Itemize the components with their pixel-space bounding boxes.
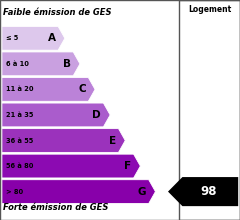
Bar xyxy=(179,0,240,220)
Text: G: G xyxy=(138,187,146,197)
Text: C: C xyxy=(78,84,86,94)
Polygon shape xyxy=(2,77,95,101)
Text: Logement: Logement xyxy=(188,6,231,15)
Text: A: A xyxy=(48,33,56,43)
Polygon shape xyxy=(2,180,156,204)
Text: 21 à 35: 21 à 35 xyxy=(6,112,33,118)
Text: ≤ 5: ≤ 5 xyxy=(6,35,18,41)
Text: B: B xyxy=(63,59,71,69)
Text: > 80: > 80 xyxy=(6,189,23,195)
Text: 36 à 55: 36 à 55 xyxy=(6,138,33,143)
Polygon shape xyxy=(2,52,80,76)
Polygon shape xyxy=(168,177,238,206)
Polygon shape xyxy=(2,154,140,178)
Polygon shape xyxy=(2,129,125,152)
Text: F: F xyxy=(124,161,131,171)
Text: Faible émission de GES: Faible émission de GES xyxy=(3,8,111,17)
Text: E: E xyxy=(109,136,116,145)
Polygon shape xyxy=(2,103,110,127)
Text: 11 à 20: 11 à 20 xyxy=(6,86,33,92)
Text: 6 à 10: 6 à 10 xyxy=(6,61,28,67)
Polygon shape xyxy=(2,26,65,50)
Text: D: D xyxy=(92,110,101,120)
Text: 98: 98 xyxy=(201,185,217,198)
Text: 56 à 80: 56 à 80 xyxy=(6,163,33,169)
Text: Forte émission de GES: Forte émission de GES xyxy=(3,203,108,212)
